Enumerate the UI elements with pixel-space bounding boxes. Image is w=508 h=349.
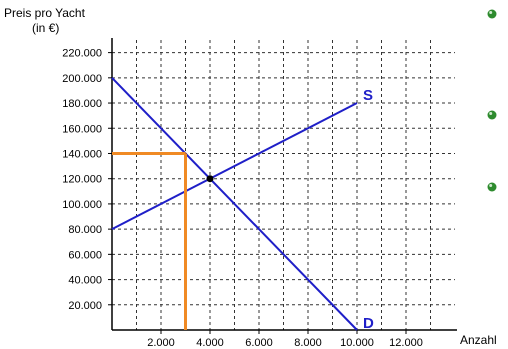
- side-dot-highlight: [489, 11, 493, 14]
- side-dot-highlight: [489, 184, 493, 187]
- series-D-line: [111, 77, 358, 331]
- side-dot-highlight: [489, 112, 493, 115]
- x-tick-label: 2.000: [147, 337, 175, 349]
- axes: [108, 38, 457, 334]
- y-tick-label: 80.000: [68, 224, 102, 236]
- x-tick-label: 4.000: [196, 337, 224, 349]
- series-D-label: D: [363, 315, 374, 332]
- y-tick-label: 100.000: [62, 199, 102, 211]
- y-tick-label: 200.000: [62, 73, 102, 85]
- side-dot-2: [487, 110, 497, 120]
- x-axis-title: Anzahl: [460, 333, 497, 347]
- side-dot-fill: [487, 9, 497, 19]
- price-marker: [112, 151, 187, 330]
- y-tick-label: 20.000: [68, 300, 102, 312]
- x-tick-label: 10.000: [340, 337, 374, 349]
- side-dot-fill: [487, 182, 497, 192]
- x-tick-label: 8.000: [294, 337, 322, 349]
- series-S-label: S: [363, 87, 373, 104]
- y-axis-title-line2: (in €): [32, 21, 60, 35]
- y-tick-label: 120.000: [62, 174, 102, 186]
- side-dot-1: [487, 9, 497, 19]
- y-tick-label: 160.000: [62, 123, 102, 135]
- y-tick-label: 220.000: [62, 48, 102, 60]
- x-tick-label: 12.000: [389, 337, 423, 349]
- grid: [112, 40, 455, 330]
- y-tick-label: 140.000: [62, 148, 102, 160]
- x-tick-label: 6.000: [245, 337, 273, 349]
- side-dots: [487, 9, 497, 192]
- y-tick-label: 40.000: [68, 275, 102, 287]
- side-dot-3: [487, 182, 497, 192]
- series-S-line: [111, 102, 358, 231]
- side-dot-fill: [487, 110, 497, 120]
- equilibrium-point: [206, 175, 214, 183]
- y-axis-title-line1: Preis pro Yacht: [4, 6, 85, 20]
- y-tick-label: 60.000: [68, 249, 102, 261]
- y-tick-label: 180.000: [62, 98, 102, 110]
- tick-labels: 20.000 40.000 60.000 80.000 100.000 120.000 14…: [62, 48, 423, 349]
- series-lines: SD: [111, 77, 374, 332]
